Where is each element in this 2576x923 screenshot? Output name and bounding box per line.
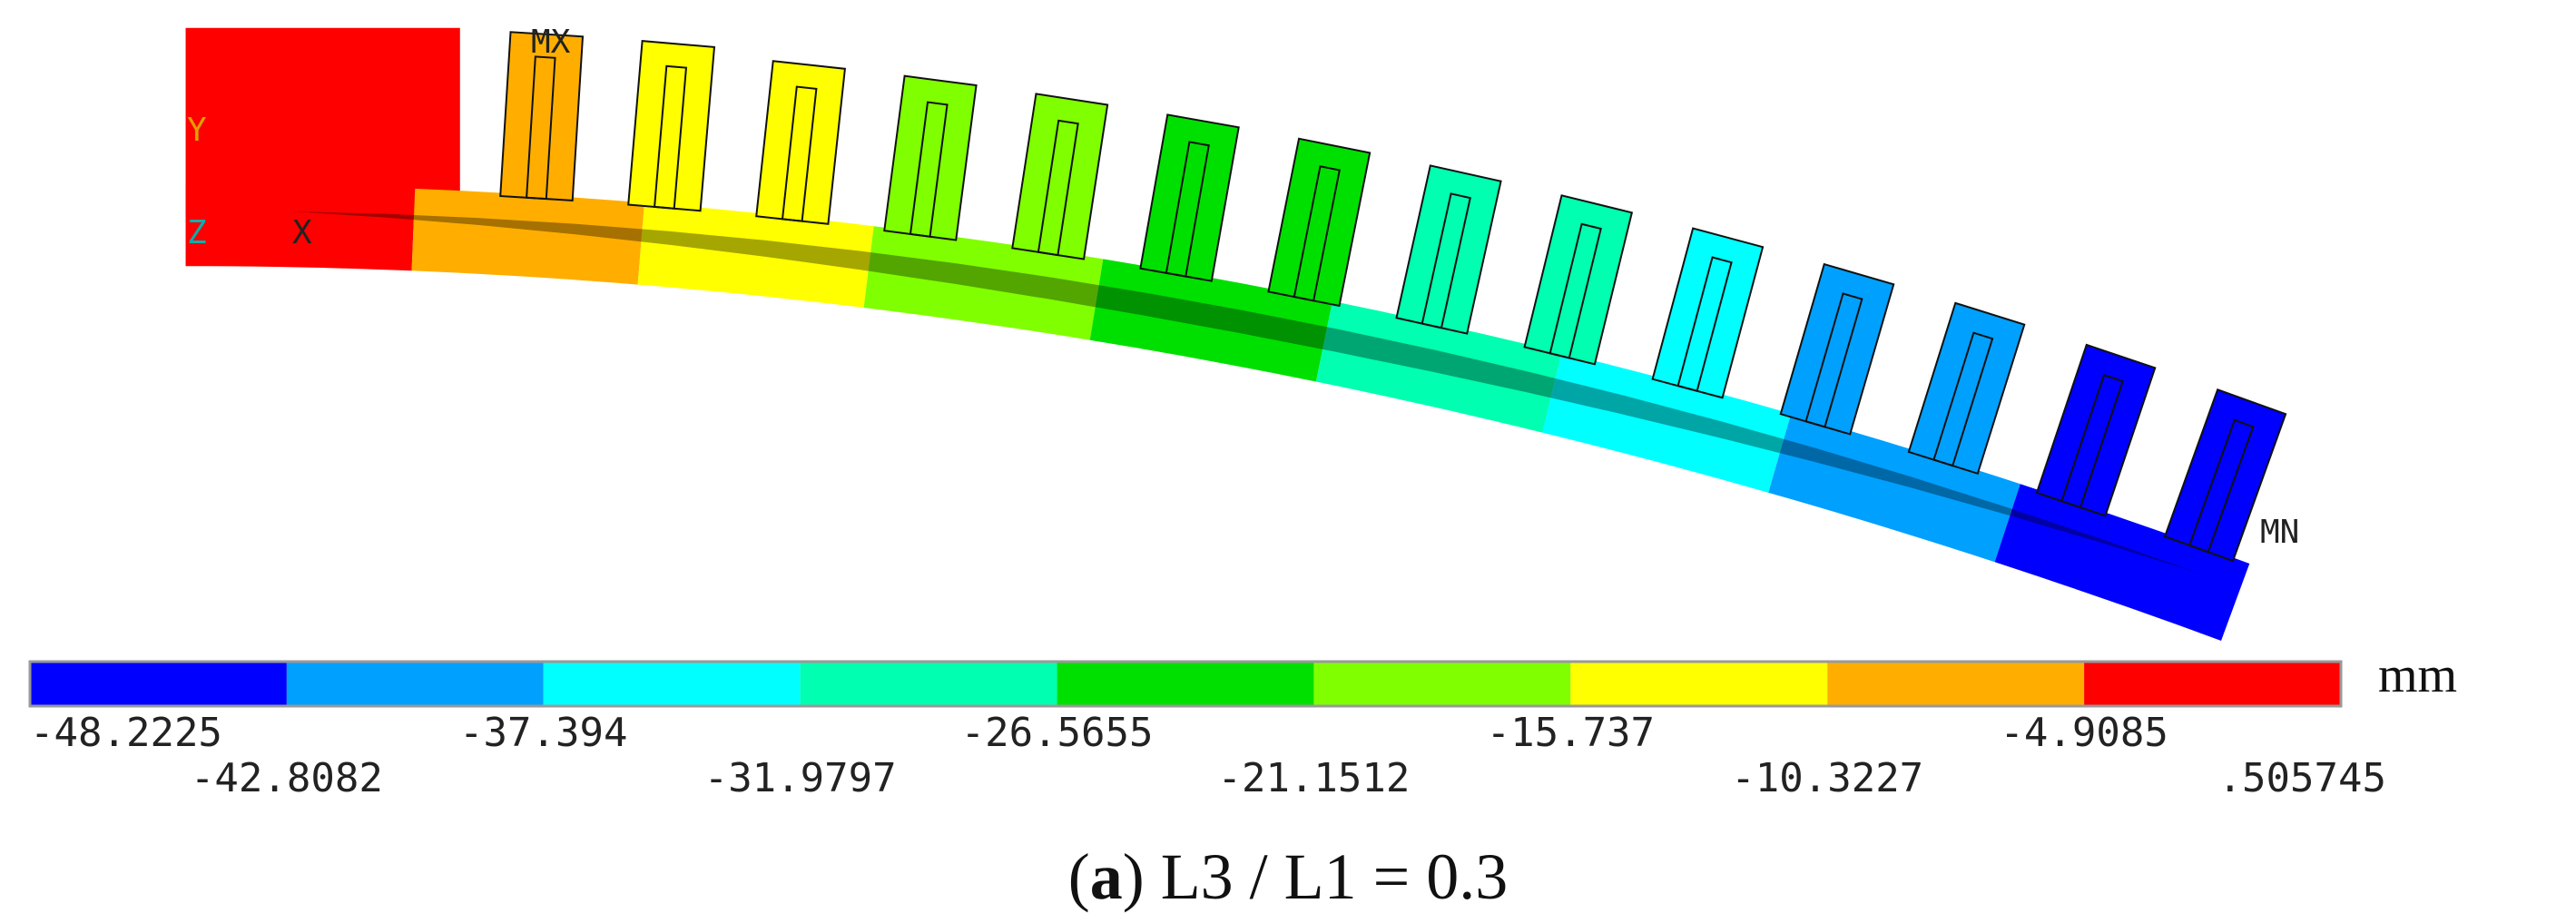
unit-label: mm xyxy=(2378,647,2457,703)
colorbar: -48.2225-42.8082 -37.394 -31.9797 -26.5655 -… xyxy=(28,660,2386,801)
colorbar-label: -37.394 xyxy=(459,710,627,756)
colorbar-frame xyxy=(28,660,2343,708)
colorbar-label: -31.9797 xyxy=(704,755,897,801)
colorbar-segment xyxy=(286,662,544,706)
caption-text: ) L3 / L1 = 0.3 xyxy=(1123,840,1509,913)
beam-section xyxy=(863,226,1104,340)
comb-finger xyxy=(627,40,716,212)
finger-slot xyxy=(2060,373,2124,509)
colorbar-segment xyxy=(1313,662,1571,706)
comb-finger xyxy=(1779,262,1895,436)
comb-finger xyxy=(499,31,585,201)
colorbar-label: -48.2225 xyxy=(30,710,222,756)
colorbar-label: -15.737 xyxy=(1487,710,1655,756)
z-marker: Z xyxy=(187,214,207,251)
finger-slot xyxy=(653,64,688,210)
finger-slot xyxy=(909,101,949,238)
finger-slot xyxy=(1421,192,1471,329)
min-marker: MN xyxy=(2260,514,2299,551)
comb-finger xyxy=(883,74,978,241)
colorbar-label: .505745 xyxy=(2218,755,2386,801)
comb-finger xyxy=(2035,343,2157,517)
comb-finger xyxy=(1395,164,1502,335)
comb-finger xyxy=(1139,113,1240,282)
colorbar-segment xyxy=(1827,662,2085,706)
comb-finger xyxy=(2163,388,2287,563)
comb-finger xyxy=(1523,194,1634,366)
colorbar-segment xyxy=(1570,662,1828,706)
finger-slot xyxy=(781,85,818,222)
comb-finger xyxy=(1907,301,2026,476)
beam-section xyxy=(185,183,416,271)
colorbar-segment xyxy=(800,662,1057,706)
finger-slot xyxy=(1037,119,1079,257)
finger-slot xyxy=(1932,331,1994,467)
colorbar-label: -26.5655 xyxy=(961,710,1154,756)
colorbar-label: -10.3227 xyxy=(1731,755,1923,801)
finger-slot xyxy=(526,55,556,201)
finger-slot xyxy=(2188,418,2255,554)
comb-finger xyxy=(1267,137,1372,308)
finger-slot xyxy=(1676,256,1733,392)
beam xyxy=(185,27,2287,641)
colorbar-segment xyxy=(1057,662,1314,706)
colorbar-segment xyxy=(30,662,287,706)
x-marker: X xyxy=(292,214,312,251)
colorbar-label: -4.9085 xyxy=(2000,710,2168,756)
max-marker: MX xyxy=(531,24,571,61)
beam-section xyxy=(1542,352,1792,493)
colorbar-label: -42.8082 xyxy=(191,755,383,801)
beam-section xyxy=(1768,413,2020,563)
beam-section xyxy=(411,188,644,285)
comb-finger xyxy=(755,60,847,225)
finger-slot xyxy=(1549,222,1602,359)
y-marker: Y xyxy=(187,112,207,149)
finger-slot xyxy=(1293,165,1341,302)
caption: (a) L3 / L1 = 0.3 xyxy=(1068,840,1509,913)
finger-slot xyxy=(1804,292,1863,428)
caption-label: a xyxy=(1090,840,1123,913)
beam-section xyxy=(637,202,874,309)
caption-open: ( xyxy=(1068,840,1090,913)
comb-finger xyxy=(1011,93,1109,260)
colorbar-segment xyxy=(543,662,801,706)
beam-section xyxy=(1315,300,1562,433)
beam-section xyxy=(1994,484,2250,641)
comb-finger xyxy=(1651,227,1765,399)
colorbar-segment xyxy=(2084,662,2341,706)
finger-slot xyxy=(1165,141,1210,278)
colorbar-label: -21.1512 xyxy=(1217,755,1410,801)
